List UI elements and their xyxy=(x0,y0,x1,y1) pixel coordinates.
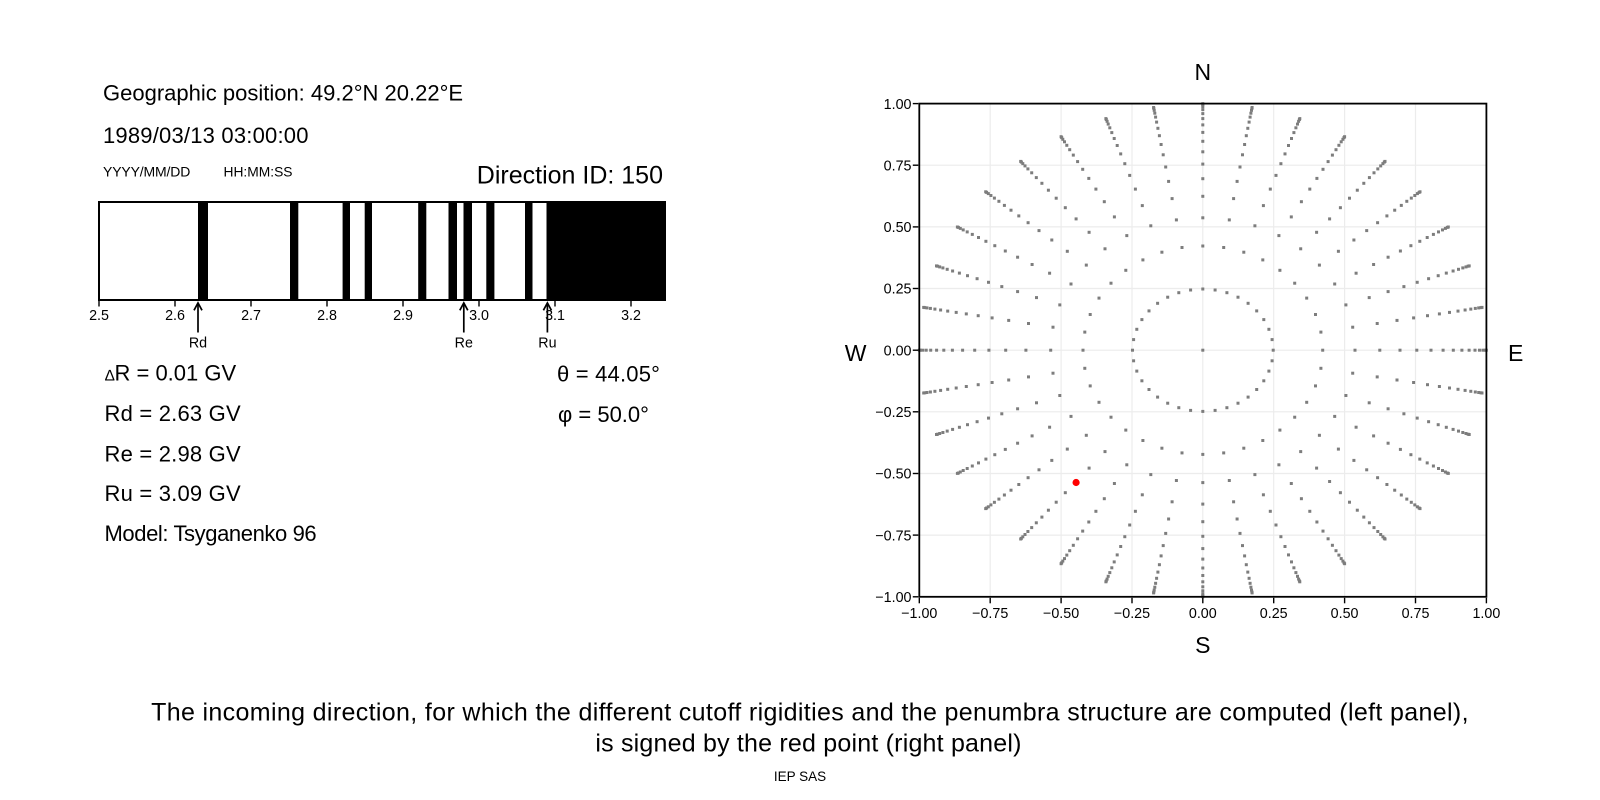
svg-text:1989/03/13 03:00:00: 1989/03/13 03:00:00 xyxy=(103,123,309,148)
svg-text:Ru: Ru xyxy=(538,336,556,352)
svg-text:2.8: 2.8 xyxy=(317,308,337,324)
svg-text:0.00: 0.00 xyxy=(884,343,912,359)
svg-text:3.0: 3.0 xyxy=(469,308,489,324)
svg-text:W: W xyxy=(845,340,867,366)
svg-text:2.7: 2.7 xyxy=(241,308,261,324)
svg-text:Re: Re xyxy=(455,336,473,352)
svg-text:−0.25: −0.25 xyxy=(1114,606,1150,622)
svg-text:3.1: 3.1 xyxy=(545,308,565,324)
svg-text:−0.50: −0.50 xyxy=(1043,606,1079,622)
svg-text:E: E xyxy=(1508,340,1523,366)
svg-text:0.75: 0.75 xyxy=(884,158,912,174)
svg-text:2.6: 2.6 xyxy=(165,308,185,324)
svg-text:Re = 2.98 GV: Re = 2.98 GV xyxy=(105,441,241,466)
svg-text:0.25: 0.25 xyxy=(1260,606,1288,622)
svg-text:−1.00: −1.00 xyxy=(875,590,911,606)
svg-text:Geographic position: 49.2°N 20: Geographic position: 49.2°N 20.22°E xyxy=(103,81,463,106)
svg-text:−0.50: −0.50 xyxy=(875,467,911,483)
svg-text:φ = 50.0°: φ = 50.0° xyxy=(558,402,649,427)
svg-text:2.9: 2.9 xyxy=(393,308,413,324)
svg-text:∆R = 0.01 GV: ∆R = 0.01 GV xyxy=(105,361,236,386)
svg-text:−0.25: −0.25 xyxy=(875,405,911,421)
svg-text:−0.75: −0.75 xyxy=(875,528,911,544)
svg-text:0.50: 0.50 xyxy=(1331,606,1359,622)
svg-text:is signed by the red point (ri: is signed by the red point (right panel) xyxy=(595,730,1021,758)
svg-text:S: S xyxy=(1195,632,1210,658)
svg-text:1.00: 1.00 xyxy=(884,97,912,113)
svg-text:Ru = 3.09 GV: Ru = 3.09 GV xyxy=(105,481,241,506)
svg-text:0.00: 0.00 xyxy=(1189,606,1217,622)
svg-text:−0.75: −0.75 xyxy=(972,606,1008,622)
svg-text:0.75: 0.75 xyxy=(1402,606,1430,622)
svg-text:2.5: 2.5 xyxy=(89,308,109,324)
svg-text:N: N xyxy=(1194,59,1211,85)
svg-text:Rd: Rd xyxy=(189,336,207,352)
svg-text:HH:MM:SS: HH:MM:SS xyxy=(224,164,293,179)
svg-text:Rd = 2.63 GV: Rd = 2.63 GV xyxy=(105,401,241,426)
svg-text:Model: Tsyganenko 96: Model: Tsyganenko 96 xyxy=(105,521,317,546)
svg-text:YYYY/MM/DD: YYYY/MM/DD xyxy=(103,163,190,179)
svg-text:−1.00: −1.00 xyxy=(901,606,937,622)
svg-text:3.2: 3.2 xyxy=(621,308,641,324)
svg-text:Direction ID: 150: Direction ID: 150 xyxy=(477,162,663,190)
svg-text:0.25: 0.25 xyxy=(884,282,912,298)
svg-text:IEP SAS: IEP SAS xyxy=(774,769,826,784)
svg-text:0.50: 0.50 xyxy=(884,220,912,236)
svg-text:1.00: 1.00 xyxy=(1472,606,1500,622)
svg-text:The incoming direction, for wh: The incoming direction, for which the di… xyxy=(151,699,1469,727)
svg-text:θ = 44.05°: θ = 44.05° xyxy=(557,362,660,387)
